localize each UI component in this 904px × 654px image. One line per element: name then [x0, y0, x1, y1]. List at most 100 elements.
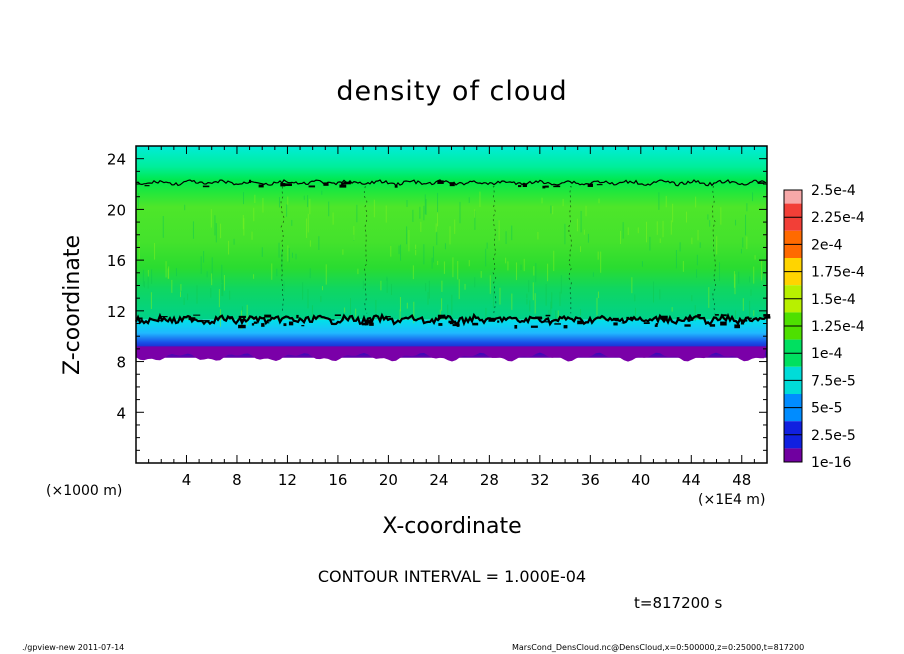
contour-fleck [553, 186, 560, 188]
contour-fleck [740, 319, 747, 321]
contour-fleck [158, 320, 164, 321]
x-tick-label: 20 [379, 471, 398, 489]
chart-title: density of cloud [0, 76, 904, 107]
colorbar-swatch [784, 340, 802, 354]
y-tick-label: 20 [107, 201, 126, 219]
contour-fleck [341, 183, 343, 187]
contour-fleck [545, 186, 549, 188]
contour-fleck [613, 318, 619, 320]
contour-fleck [450, 322, 454, 324]
x-tick-label: 8 [232, 471, 242, 489]
colorbar-swatch [784, 408, 802, 422]
contour-fleck [750, 318, 752, 319]
contour-fleck [542, 186, 545, 189]
contour-fleck [577, 321, 583, 325]
colorbar-swatch [784, 204, 802, 218]
colorbar-label: 1.5e-4 [811, 292, 856, 308]
contour-interval-text: CONTOUR INTERVAL = 1.000E-04 [0, 567, 904, 586]
contour-fleck [323, 182, 328, 185]
y-tick-label: 24 [107, 151, 126, 169]
contour-fleck [266, 322, 269, 323]
contour-fleck [453, 324, 460, 326]
colorbar-swatch [784, 258, 802, 272]
contour-fleck [386, 316, 390, 317]
contour-fleck [252, 323, 254, 325]
colorbar-swatch [784, 272, 802, 286]
cloud-field [136, 146, 767, 320]
contour-fleck [531, 326, 538, 328]
contour-fleck [697, 314, 701, 316]
contour-fleck [296, 315, 298, 318]
time-label: t=817200 s [634, 594, 722, 612]
contour-fleck [202, 320, 210, 321]
contour-fleck [249, 180, 251, 183]
contour-fleck [523, 183, 527, 187]
contour-fleck [546, 315, 551, 317]
contour-fleck [660, 316, 668, 320]
contour-fleck [145, 185, 150, 186]
x-tick-label: 12 [278, 471, 297, 489]
x-tick-label: 16 [328, 471, 347, 489]
contour-fleck [588, 184, 593, 187]
y-tick-label: 16 [107, 252, 126, 270]
contour-fleck [264, 315, 271, 318]
contour-fleck [161, 316, 168, 317]
colorbar-swatch [784, 367, 802, 381]
contour-fleck [238, 325, 246, 328]
footer-right-text: MarsCond_DensCloud.nc@DensCloud,x=0:5000… [512, 643, 804, 652]
colorbar-label: 1.25e-4 [811, 319, 865, 335]
colorbar-label: 2e-4 [811, 237, 843, 253]
heatmap-area [136, 146, 770, 362]
contour-fleck [227, 316, 232, 317]
y-tick-label: 8 [116, 354, 126, 372]
contour-fleck [438, 323, 442, 326]
contour-fleck [677, 317, 680, 321]
contour-fleck [301, 325, 304, 326]
colorbar-swatch [784, 299, 802, 313]
colorbar-swatch [784, 394, 802, 408]
contour-fleck [644, 322, 650, 324]
x-axis-label: X-coordinate [0, 514, 904, 539]
colorbar-swatch [784, 326, 802, 340]
contour-fleck [241, 319, 244, 320]
y-axis-label: Z-coordinate [60, 235, 85, 375]
colorbar-swatch [784, 285, 802, 299]
colorbar-label: 1e-16 [811, 455, 851, 471]
contour-fleck [341, 319, 344, 320]
contour-fleck [622, 322, 626, 323]
colorbar-label: 2.5e-4 [811, 183, 856, 199]
contour-fleck [626, 317, 629, 319]
contour-fleck [438, 315, 445, 319]
x-tick-label: 48 [732, 471, 751, 489]
contour-fleck [734, 324, 740, 328]
colorbar-swatch [784, 435, 802, 449]
colorbar-swatch [784, 244, 802, 258]
colorbar-swatch [784, 448, 802, 462]
colorbar-swatch [784, 217, 802, 231]
y-tick-label: 4 [116, 404, 126, 422]
colorbar-swatch [784, 353, 802, 367]
x-unit-right-label: (×1E4 m) [698, 492, 765, 508]
contour-fleck [518, 185, 521, 187]
colorbar-label: 2.5e-5 [811, 428, 856, 444]
contour-fleck [741, 322, 744, 324]
contour-fleck [343, 182, 351, 185]
contour-fleck [545, 321, 552, 322]
contour-fleck [630, 317, 633, 320]
contour-fleck [721, 314, 727, 316]
x-tick-label: 32 [530, 471, 549, 489]
x-unit-left-label: (×1000 m) [46, 483, 122, 499]
contour-fleck [488, 318, 494, 322]
contour-fleck [554, 323, 561, 324]
contour-fleck [254, 322, 257, 324]
x-tick-label: 44 [682, 471, 701, 489]
contour-fleck [437, 180, 443, 184]
x-tick-label: 40 [631, 471, 650, 489]
contour-fleck [261, 323, 264, 327]
contour-fleck [472, 323, 478, 326]
contour-fleck [684, 324, 690, 326]
contour-fleck [514, 325, 517, 329]
colorbar-swatch [784, 231, 802, 245]
x-tick-label: 36 [581, 471, 600, 489]
contour-fleck [655, 325, 658, 327]
